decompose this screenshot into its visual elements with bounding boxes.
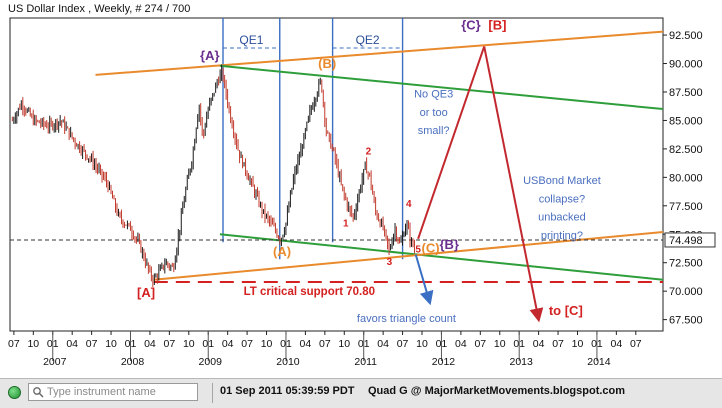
annotation-text: or too [420, 107, 448, 119]
projection-rise-to-C [417, 46, 486, 240]
x-tick-label: 04 [611, 338, 623, 350]
search-icon [33, 387, 44, 398]
wave-label: {C} [461, 17, 481, 32]
y-tick-label: 90.000 [669, 59, 703, 71]
wave-label: (C) [422, 240, 440, 255]
trendline-orange-upper [95, 30, 664, 76]
support-line-label: LT critical support 70.80 [244, 286, 375, 298]
y-tick-label: 80.000 [669, 172, 703, 184]
trendline-green-lower [219, 233, 664, 281]
annotation-text: favors triangle count [357, 313, 456, 325]
wave-label: 2 [366, 147, 372, 158]
annotation-text: No QE3 [414, 89, 453, 101]
projection-fall-to-C [483, 46, 544, 323]
x-year-label: 2009 [199, 356, 223, 368]
wave-label: (B) [318, 56, 336, 71]
x-year-label: 2013 [510, 356, 534, 368]
y-tick-label: 92.500 [669, 30, 703, 42]
current-price-label: 74.498 [669, 235, 703, 247]
footer-divider [212, 383, 213, 403]
annotation-text: collapse? [539, 193, 585, 205]
x-tick-label: 04 [533, 338, 545, 350]
status-bar: 01 Sep 2011 05:39:59 PDT Quad G @ MajorM… [0, 378, 722, 408]
y-tick-label: 77.500 [669, 201, 703, 213]
x-tick-label: 04 [144, 338, 156, 350]
x-tick-label: 10 [105, 338, 117, 350]
x-tick-label: 04 [300, 338, 312, 350]
x-year-label: 2011 [354, 356, 377, 368]
y-tick-label: 70.000 [669, 286, 703, 298]
y-tick-label: 87.500 [669, 87, 703, 99]
x-year-label: 2008 [121, 356, 145, 368]
y-tick-label: 67.500 [669, 315, 703, 327]
timestamp: 01 Sep 2011 05:39:59 PDT [220, 385, 355, 397]
x-year-label: 2012 [432, 356, 456, 368]
trendline-green-upper [219, 64, 664, 111]
wave-label: (A) [273, 244, 291, 259]
x-tick-label: 07 [164, 338, 176, 350]
x-year-label: 2007 [43, 356, 67, 368]
x-tick-label: 07 [8, 338, 20, 350]
wave-label: to [C] [549, 303, 583, 318]
wave-label: 1 [343, 218, 349, 229]
x-tick-label: 10 [338, 338, 350, 350]
annotation-text: small? [418, 125, 450, 137]
y-tick-label: 85.000 [669, 115, 703, 127]
x-tick-label: 10 [183, 338, 195, 350]
x-tick-label: 04 [66, 338, 78, 350]
connection-status-icon [8, 386, 21, 399]
x-tick-label: 10 [572, 338, 584, 350]
x-tick-label: 07 [319, 338, 331, 350]
chart-area[interactable]: US Dollar Index , Weekly, # 274 / 700 92.… [0, 0, 722, 380]
qe-band-label: QE1 [239, 33, 263, 47]
author-credit: Quad G @ MajorMarketMovements.blogspot.c… [368, 385, 626, 397]
wave-label: {B} [439, 237, 459, 252]
annotation-text: USBond Market [523, 175, 601, 187]
x-tick-label: 07 [630, 338, 642, 350]
x-tick-label: 07 [397, 338, 409, 350]
x-tick-label: 04 [455, 338, 467, 350]
x-tick-label: 07 [86, 338, 98, 350]
dollar-index-chart: US Dollar Index , Weekly, # 274 / 700 92.… [8, 3, 716, 368]
y-tick-label: 72.500 [669, 258, 703, 270]
wave-label: 4 [406, 199, 412, 210]
wave-label: 5 [415, 244, 421, 255]
x-tick-label: 10 [416, 338, 428, 350]
annotation-text: printing? [541, 230, 583, 242]
wave-label: 3 [387, 257, 393, 268]
wave-label: [A] [137, 285, 155, 300]
x-tick-label: 10 [261, 338, 273, 350]
x-tick-label: 07 [552, 338, 564, 350]
x-tick-label: 07 [474, 338, 486, 350]
y-tick-label: 82.500 [669, 144, 703, 156]
instrument-search-input[interactable] [45, 384, 199, 400]
wave-label: {A} [200, 48, 220, 63]
x-tick-label: 10 [27, 338, 39, 350]
x-year-label: 2010 [276, 356, 300, 368]
x-tick-label: 07 [241, 338, 253, 350]
instrument-search[interactable] [28, 383, 199, 401]
x-tick-label: 04 [222, 338, 234, 350]
qe-band-label: QE2 [356, 33, 380, 47]
projection-triangle-arrow [414, 254, 434, 306]
plot-frame [9, 17, 664, 332]
annotation-text: unbacked [538, 212, 586, 224]
x-year-label: 2014 [587, 356, 611, 368]
wave-label: [B] [488, 17, 506, 32]
x-tick-label: 10 [494, 338, 506, 350]
chart-title: US Dollar Index , Weekly, # 274 / 700 [8, 3, 190, 15]
current-price-box [664, 232, 716, 248]
x-tick-label: 04 [377, 338, 389, 350]
